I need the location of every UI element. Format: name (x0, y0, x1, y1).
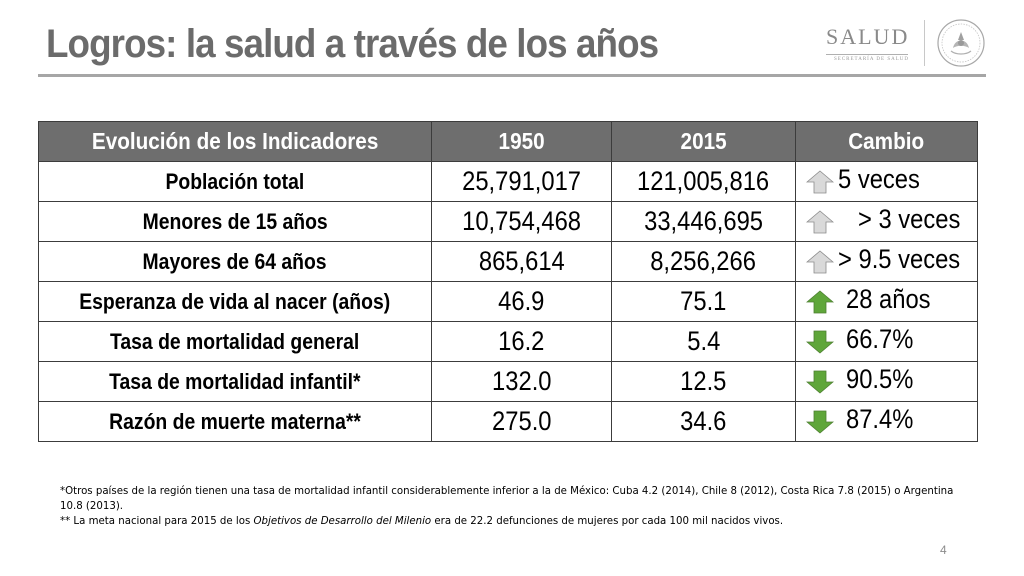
change-cell: > 3 veces (795, 201, 978, 242)
value-1950-cell: 865,614 (431, 241, 612, 282)
table-row: Razón de muerte materna** 275.0 34.6 87.4% (38, 401, 978, 442)
indicator-cell: Mayores de 64 años (38, 241, 432, 282)
table-row: Mayores de 64 años 865,614 8,256,266 > 9.5 … (38, 241, 978, 282)
logo-separator (924, 20, 925, 66)
logo-subtitle: SECRETARÍA DE SALUD (834, 57, 909, 62)
value-1950-cell: 10,754,468 (431, 201, 612, 242)
change-value: 87.4% (846, 404, 914, 434)
value-1950-cell: 132.0 (431, 361, 612, 402)
arrow-down-icon (806, 330, 834, 354)
value-2015-cell: 121,005,816 (611, 161, 796, 202)
table-row: Tasa de mortalidad general 16.2 5.4 66.7% (38, 321, 978, 362)
arrow-down-icon (806, 370, 834, 394)
header-1950: 1950 (431, 121, 612, 162)
footnotes: *Otros países de la región tienen una ta… (60, 484, 960, 529)
change-cell: 28 años (795, 281, 978, 322)
value-2015-cell: 34.6 (611, 401, 796, 442)
change-value: 66.7% (846, 324, 914, 354)
change-value: 28 años (846, 284, 931, 314)
arrow-up-icon (806, 170, 834, 194)
footnote-2: ** La meta nacional para 2015 de los Obj… (60, 516, 784, 527)
value-2015-cell: 33,446,695 (611, 201, 796, 242)
arrow-up-icon (806, 210, 834, 234)
change-cell: 66.7% (795, 321, 978, 362)
change-cell: 87.4% (795, 401, 978, 442)
change-value: 90.5% (846, 364, 914, 394)
logo-divider-line (826, 54, 908, 55)
salud-logo: SALUD SECRETARÍA DE SALUD (812, 12, 988, 72)
value-2015-cell: 75.1 (611, 281, 796, 322)
table-row: Población total 25,791,017 121,005,816 5 ve… (38, 161, 978, 202)
change-value: 5 veces (838, 164, 920, 194)
arrow-up-icon (806, 290, 834, 314)
national-seal-icon (937, 19, 985, 67)
change-value: > 3 veces (858, 204, 961, 234)
change-cell: 5 veces (795, 161, 978, 202)
indicator-cell: Tasa de mortalidad infantil* (38, 361, 432, 402)
change-value: > 9.5 veces (838, 244, 961, 274)
header-change: Cambio (795, 121, 978, 162)
table-row: Esperanza de vida al nacer (años) 46.9 75.… (38, 281, 978, 322)
page-number: 4 (940, 543, 947, 557)
title-underline (38, 74, 986, 77)
table-row: Tasa de mortalidad infantil* 132.0 12.5 90.… (38, 361, 978, 402)
header-2015: 2015 (611, 121, 796, 162)
indicator-cell: Razón de muerte materna** (38, 401, 432, 442)
indicator-cell: Menores de 15 años (38, 201, 432, 242)
indicators-table: Evolución de los Indicadores 1950 2015 C… (38, 121, 978, 442)
table-header-row: Evolución de los Indicadores 1950 2015 C… (38, 121, 978, 162)
value-2015-cell: 8,256,266 (611, 241, 796, 282)
table-row: Menores de 15 años 10,754,468 33,446,695 > … (38, 201, 978, 242)
logo-wordmark: SALUD (826, 24, 910, 49)
slide-title: Logros: la salud a través de los años (46, 22, 659, 66)
value-1950-cell: 46.9 (431, 281, 612, 322)
indicator-cell: Esperanza de vida al nacer (años) (38, 281, 432, 322)
indicator-cell: Población total (38, 161, 432, 202)
indicator-cell: Tasa de mortalidad general (38, 321, 432, 362)
arrow-up-icon (806, 250, 834, 274)
value-1950-cell: 16.2 (431, 321, 612, 362)
header-indicator: Evolución de los Indicadores (38, 121, 432, 162)
footnote-1: *Otros países de la región tienen una ta… (60, 486, 954, 512)
value-1950-cell: 275.0 (431, 401, 612, 442)
value-1950-cell: 25,791,017 (431, 161, 612, 202)
change-cell: 90.5% (795, 361, 978, 402)
arrow-down-icon (806, 410, 834, 434)
value-2015-cell: 5.4 (611, 321, 796, 362)
value-2015-cell: 12.5 (611, 361, 796, 402)
change-cell: > 9.5 veces (795, 241, 978, 282)
